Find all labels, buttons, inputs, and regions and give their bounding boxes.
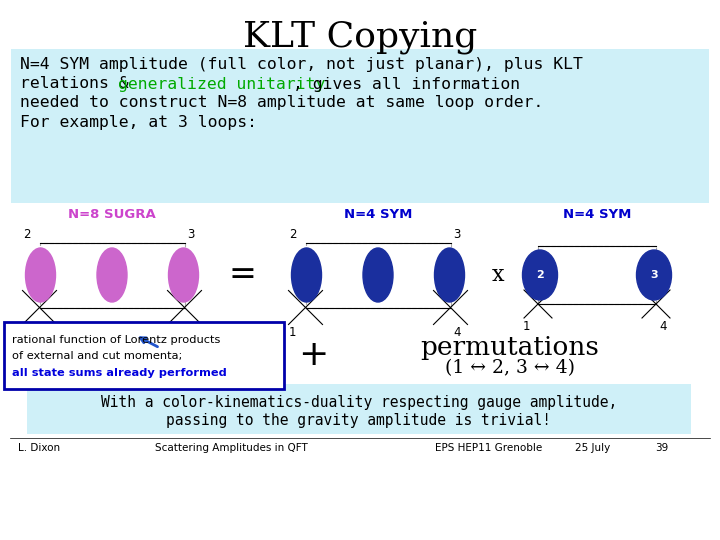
Ellipse shape [25,248,55,302]
Text: N=4 SYM: N=4 SYM [344,208,412,221]
Text: , gives all information: , gives all information [293,77,520,91]
Text: 1: 1 [23,327,30,340]
Text: 25 July: 25 July [575,443,611,453]
Text: KLT Copying: KLT Copying [243,20,477,54]
Text: rational function of Lorentz products: rational function of Lorentz products [12,335,220,345]
Text: permutations: permutations [420,335,600,361]
Text: For example, at 3 loops:: For example, at 3 loops: [20,114,257,130]
Bar [40,242,184,307]
Text: N=4 SYM: N=4 SYM [563,208,631,221]
Text: With a color-kinematics-duality respecting gauge amplitude,: With a color-kinematics-duality respecti… [101,395,617,409]
Text: x: x [492,264,504,286]
Ellipse shape [363,248,393,302]
Bar [538,246,656,304]
Text: (1 ↔ 2, 3 ↔ 4): (1 ↔ 2, 3 ↔ 4) [445,359,575,377]
Text: 2: 2 [289,227,296,240]
Text: EPS HEP11 Grenoble: EPS HEP11 Grenoble [435,443,542,453]
FancyBboxPatch shape [27,384,691,434]
Text: of external and cut momenta;: of external and cut momenta; [12,351,182,361]
Text: Scattering Amplitudes in QFT: Scattering Amplitudes in QFT [155,443,307,453]
Text: 4: 4 [187,327,195,340]
Text: relations &: relations & [20,77,138,91]
Text: =: = [228,259,256,291]
Ellipse shape [292,248,322,302]
Text: needed to construct N=8 amplitude at same loop order.: needed to construct N=8 amplitude at sam… [20,96,544,111]
Text: 2: 2 [23,227,30,240]
Text: 1: 1 [522,320,530,333]
Text: 1: 1 [289,327,296,340]
Bar [305,242,451,307]
Text: +: + [298,338,328,372]
Ellipse shape [97,248,127,302]
Ellipse shape [434,248,464,302]
Text: 3: 3 [454,227,461,240]
Text: 2: 2 [536,270,544,280]
Text: all state sums already performed: all state sums already performed [12,368,227,378]
Ellipse shape [168,248,199,302]
Ellipse shape [523,250,557,300]
Text: 4: 4 [454,327,461,340]
Text: N=8 SUGRA: N=8 SUGRA [68,208,156,221]
Ellipse shape [636,250,672,300]
Text: generalized unitarity: generalized unitarity [118,77,325,91]
Text: L. Dixon: L. Dixon [18,443,60,453]
Text: 4: 4 [659,320,667,333]
Text: passing to the gravity amplitude is trivial!: passing to the gravity amplitude is triv… [166,413,552,428]
Text: 3: 3 [187,227,195,240]
Text: 39: 39 [655,443,668,453]
FancyBboxPatch shape [4,322,284,389]
FancyBboxPatch shape [11,49,709,203]
Text: N=4 SYM amplitude (full color, not just planar), plus KLT: N=4 SYM amplitude (full color, not just … [20,57,583,72]
Text: 3: 3 [650,270,658,280]
